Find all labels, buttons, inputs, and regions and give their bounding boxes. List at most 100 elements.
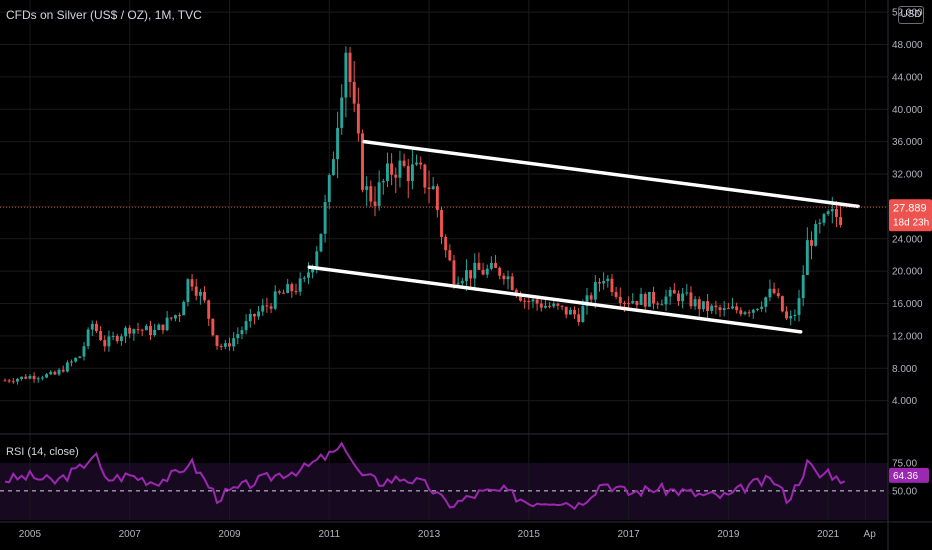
candle-body [327,175,331,202]
candle-body [282,292,285,294]
candle-body [307,272,310,278]
candle-body [756,308,759,310]
candle-body [805,240,809,276]
candle-body [232,338,236,347]
candle-body [302,277,306,279]
candle-body [739,310,743,315]
candle-body [593,282,597,300]
candle-body [577,314,581,322]
candle-body [726,308,730,310]
candle-body [801,275,805,299]
candle-body [78,356,82,358]
candle-body [369,186,373,202]
candle-body [535,299,539,304]
candle-body [448,250,452,261]
candle-body [785,311,789,319]
candle-body [361,133,364,190]
candle-body [789,316,793,319]
candle-body [668,289,672,297]
candle-body [444,236,448,251]
candle-body [40,377,44,379]
candle-body [377,182,381,206]
candle-body [814,223,818,246]
candle-body [656,303,660,305]
candle-body [61,369,65,372]
candle-body [390,163,394,175]
rsi-tick-label: 75.00 [892,458,917,469]
candle-body [103,340,107,347]
candle-body [768,288,772,298]
rsi-value-label: 64.36 [893,471,918,482]
candle-body [743,312,747,315]
y-tick-label: 4.000 [892,396,917,407]
y-tick-label: 20.000 [892,267,923,278]
candle-body [618,296,622,304]
candle-body [614,292,618,297]
rsi-title: RSI (14, close) [6,446,79,458]
candle-body [265,305,269,307]
candle-body [70,361,73,363]
candle-body [402,160,406,166]
candle-body [494,262,498,268]
candle-body [311,266,315,273]
candle-body [415,162,419,165]
candle-body [839,216,843,226]
candle-body [606,278,610,282]
x-tick-label: 2017 [617,529,640,540]
candle-body [173,315,177,319]
candle-body [622,303,626,305]
candle-body [381,181,385,183]
candle-body [685,292,689,294]
candle-body [830,209,834,212]
candle-body [298,278,302,292]
candle-body [793,314,797,317]
y-tick-label: 48.000 [892,40,923,51]
candle-body [826,211,830,215]
candle-body [365,186,369,190]
rsi-tick-label: 50.00 [892,486,917,497]
candle-body [460,281,464,284]
candle-body [144,325,148,331]
candle-body [153,330,157,336]
candle-body [519,294,522,301]
candle-body [257,311,261,317]
candle-body [386,163,389,182]
candle-body [531,299,535,302]
candle-body [344,52,348,98]
candle-body [639,293,643,305]
candle-body [219,345,223,347]
currency-button[interactable]: USD [898,6,924,24]
candle-body [635,301,639,305]
candle-body [710,305,714,311]
candle-body [410,164,414,182]
candle-body [419,162,423,165]
candle-body [24,376,28,379]
candle-body [556,303,560,306]
candle-body [94,323,98,332]
y-tick-label: 44.000 [892,72,923,83]
chart-title: CFDs on Silver (US$ / OZ), 1M, TVC [6,8,202,22]
candle-body [207,300,211,319]
candle-body [331,159,335,176]
candle-body [701,301,705,310]
candle-body [427,187,431,190]
last-price-label: 27.889 [893,202,927,214]
candle-body [269,306,273,309]
candle-body [573,309,576,315]
candle-body [772,288,776,294]
candle-body [348,52,352,82]
candle-body [776,293,780,297]
candle-body [818,222,822,224]
y-tick-label: 52.000 [892,8,923,19]
candle-body [111,335,115,337]
candle-body [198,291,202,296]
candle-body [672,289,676,294]
candle-body [252,313,256,317]
candle-body [510,276,514,290]
y-tick-label: 40.000 [892,105,923,116]
candle-body [564,306,568,315]
candle-body [228,343,231,347]
candle-body [203,291,206,301]
